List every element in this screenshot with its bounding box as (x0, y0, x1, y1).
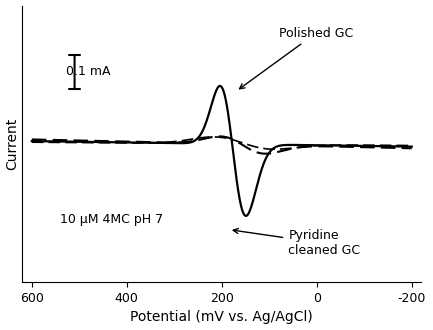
Text: Pyridine
cleaned GC: Pyridine cleaned GC (233, 228, 360, 257)
Text: 10 μM 4MC pH 7: 10 μM 4MC pH 7 (60, 214, 163, 226)
Y-axis label: Current: Current (6, 118, 19, 170)
Text: Polished GC: Polished GC (239, 27, 353, 89)
Text: 0.1 mA: 0.1 mA (66, 65, 110, 79)
X-axis label: Potential (mV vs. Ag/AgCl): Potential (mV vs. Ag/AgCl) (130, 311, 313, 324)
